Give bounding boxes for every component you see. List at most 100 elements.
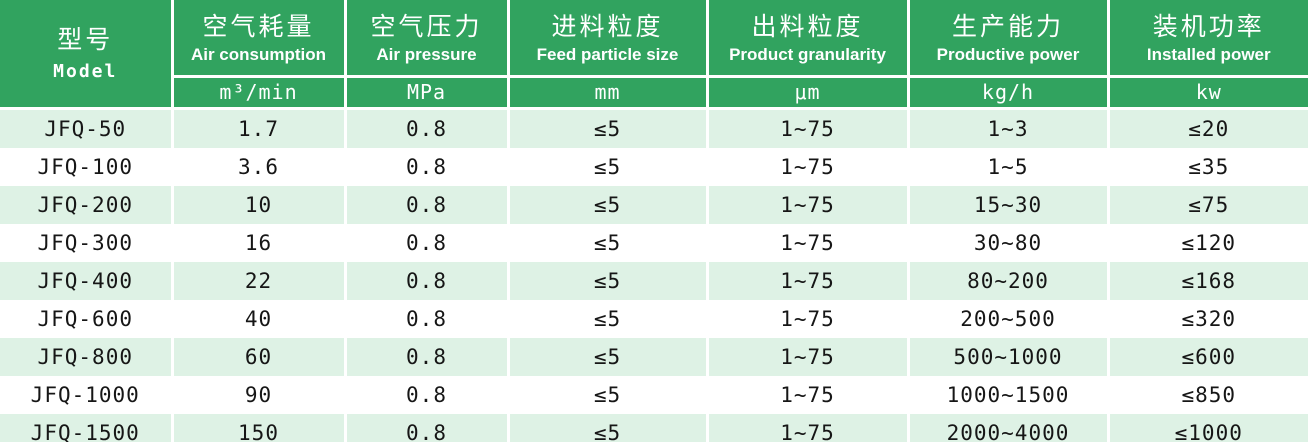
header-installed-power-zh: 装机功率 [1152,11,1265,41]
cell-installed-power: ≤600 [1106,337,1308,376]
cell-product-granularity: 1~75 [705,223,908,262]
header-air-consumption-en: Air consumption [190,44,327,64]
header-air-pressure: 空气压力 Air pressure [343,0,508,78]
cell-air-pressure: 0.8 [343,337,508,376]
cell-productive-power: 2000~4000 [906,413,1108,442]
header-air-consumption-zh: 空气耗量 [202,11,315,41]
unit-air-pressure: MPa [343,76,508,110]
header-model-en: Model [53,60,118,82]
cell-productive-power: 80~200 [906,261,1108,300]
header-air-pressure-zh: 空气压力 [370,11,483,41]
unit-feed-particle-size: mm [506,76,707,110]
cell-installed-power: ≤1000 [1106,413,1308,442]
cell-product-granularity: 1~75 [705,185,908,224]
header-productive-power: 生产能力 Productive power [906,0,1108,78]
cell-air-consumption: 90 [170,375,345,414]
cell-feed-particle-size: ≤5 [506,261,707,300]
table-row-jfq-600: JFQ-600 40 0.8 ≤5 1~75 200~500 ≤320 [0,299,1308,338]
cell-installed-power: ≤75 [1106,185,1308,224]
cell-installed-power: ≤168 [1106,261,1308,300]
header-row-units: m³/min MPa mm μm kg/h kw [0,76,1308,110]
header-model-zh: 型号 [57,25,114,55]
cell-air-consumption: 40 [170,299,345,338]
header-installed-power-en: Installed power [1146,44,1271,64]
cell-air-consumption: 10 [170,185,345,224]
cell-product-granularity: 1~75 [705,147,908,186]
table-body: JFQ-50 1.7 0.8 ≤5 1~75 1~3 ≤20 JFQ-100 3… [0,108,1308,442]
cell-model: JFQ-800 [0,337,172,376]
header-feed-particle-size: 进料粒度 Feed particle size [506,0,707,78]
cell-product-granularity: 1~75 [705,375,908,414]
cell-productive-power: 200~500 [906,299,1108,338]
table-row-jfq-1500: JFQ-1500 150 0.8 ≤5 1~75 2000~4000 ≤1000 [0,413,1308,442]
cell-air-consumption: 60 [170,337,345,376]
unit-air-consumption: m³/min [170,76,345,110]
header-feed-particle-size-zh: 进料粒度 [551,11,664,41]
header-air-pressure-en: Air pressure [376,44,477,64]
header-product-granularity: 出料粒度 Product granularity [705,0,908,78]
header-model: 型号 Model [0,0,172,110]
cell-productive-power: 1~5 [906,147,1108,186]
cell-feed-particle-size: ≤5 [506,223,707,262]
header-air-consumption: 空气耗量 Air consumption [170,0,345,78]
cell-product-granularity: 1~75 [705,261,908,300]
cell-air-consumption: 22 [170,261,345,300]
cell-air-pressure: 0.8 [343,185,508,224]
header-product-granularity-zh: 出料粒度 [751,11,864,41]
cell-feed-particle-size: ≤5 [506,299,707,338]
table-row-jfq-200: JFQ-200 10 0.8 ≤5 1~75 15~30 ≤75 [0,185,1308,224]
cell-model: JFQ-600 [0,299,172,338]
unit-productive-power: kg/h [906,76,1108,110]
cell-productive-power: 500~1000 [906,337,1108,376]
cell-model: JFQ-100 [0,147,172,186]
header-feed-particle-size-en: Feed particle size [536,44,679,64]
cell-air-consumption: 16 [170,223,345,262]
cell-installed-power: ≤20 [1106,108,1308,148]
cell-productive-power: 30~80 [906,223,1108,262]
unit-product-granularity: μm [705,76,908,110]
table-header: 型号 Model 空气耗量 Air consumption 空气压力 Air p… [0,0,1308,110]
cell-model: JFQ-200 [0,185,172,224]
cell-feed-particle-size: ≤5 [506,375,707,414]
unit-installed-power: kw [1106,76,1308,110]
cell-model: JFQ-400 [0,261,172,300]
cell-model: JFQ-1000 [0,375,172,414]
cell-air-pressure: 0.8 [343,413,508,442]
cell-productive-power: 1~3 [906,108,1108,148]
cell-air-pressure: 0.8 [343,147,508,186]
cell-air-pressure: 0.8 [343,108,508,148]
cell-installed-power: ≤320 [1106,299,1308,338]
table-row-jfq-400: JFQ-400 22 0.8 ≤5 1~75 80~200 ≤168 [0,261,1308,300]
cell-productive-power: 1000~1500 [906,375,1108,414]
header-productive-power-en: Productive power [936,44,1080,64]
cell-air-consumption: 3.6 [170,147,345,186]
cell-productive-power: 15~30 [906,185,1108,224]
cell-air-pressure: 0.8 [343,261,508,300]
cell-installed-power: ≤120 [1106,223,1308,262]
cell-feed-particle-size: ≤5 [506,185,707,224]
header-product-granularity-en: Product granularity [729,44,886,64]
cell-product-granularity: 1~75 [705,413,908,442]
cell-air-pressure: 0.8 [343,299,508,338]
cell-feed-particle-size: ≤5 [506,108,707,148]
table-row-jfq-50: JFQ-50 1.7 0.8 ≤5 1~75 1~3 ≤20 [0,108,1308,148]
cell-product-granularity: 1~75 [705,299,908,338]
cell-model: JFQ-50 [0,108,172,148]
header-productive-power-zh: 生产能力 [951,11,1064,41]
cell-feed-particle-size: ≤5 [506,337,707,376]
cell-feed-particle-size: ≤5 [506,413,707,442]
table-row-jfq-100: JFQ-100 3.6 0.8 ≤5 1~75 1~5 ≤35 [0,147,1308,186]
cell-model: JFQ-300 [0,223,172,262]
table-row-jfq-800: JFQ-800 60 0.8 ≤5 1~75 500~1000 ≤600 [0,337,1308,376]
cell-feed-particle-size: ≤5 [506,147,707,186]
cell-product-granularity: 1~75 [705,108,908,148]
cell-product-granularity: 1~75 [705,337,908,376]
header-installed-power: 装机功率 Installed power [1106,0,1308,78]
cell-installed-power: ≤850 [1106,375,1308,414]
cell-model: JFQ-1500 [0,413,172,442]
table-row-jfq-300: JFQ-300 16 0.8 ≤5 1~75 30~80 ≤120 [0,223,1308,262]
header-row-names: 型号 Model 空气耗量 Air consumption 空气压力 Air p… [0,0,1308,110]
cell-installed-power: ≤35 [1106,147,1308,186]
